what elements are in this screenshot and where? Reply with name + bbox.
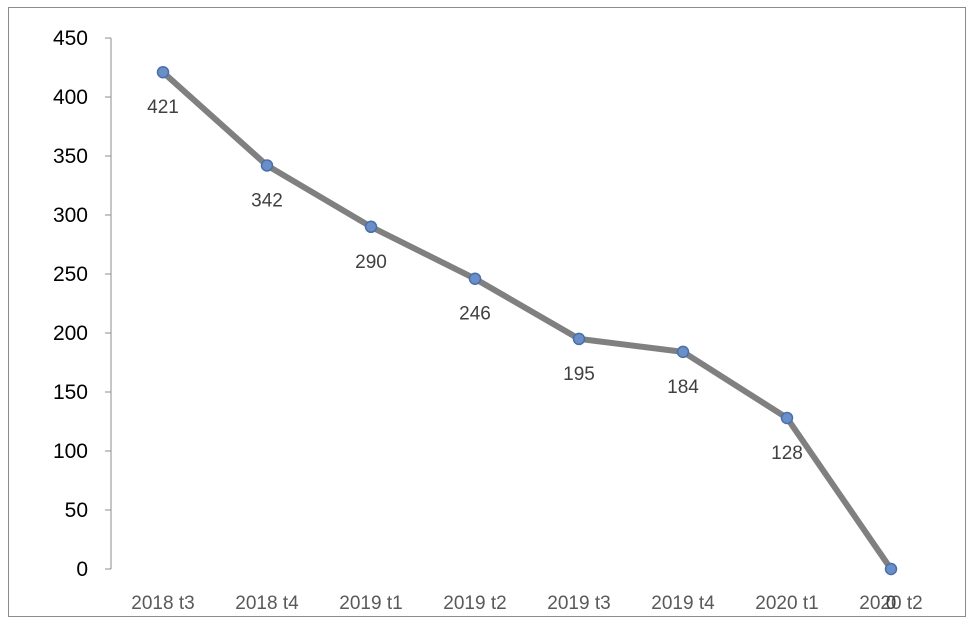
x-category-label: 2020 t2: [859, 593, 922, 614]
data-label: 184: [667, 377, 699, 398]
data-label: 128: [771, 443, 803, 464]
y-tick-label: 0: [76, 558, 88, 581]
y-tick-label: 150: [53, 381, 88, 404]
data-label: 0: [886, 593, 897, 614]
data-point: [572, 332, 586, 346]
y-tick-label: 100: [53, 440, 88, 463]
x-category-label: 2018 t3: [131, 593, 194, 614]
data-point: [364, 220, 378, 234]
y-tick-label: 250: [53, 263, 88, 286]
x-category-label: 2019 t2: [443, 593, 506, 614]
data-label: 246: [459, 304, 491, 325]
data-label: 195: [563, 364, 595, 385]
data-point: [260, 159, 274, 172]
y-axis: 0 50 100 150 200 250 300 350 400 450: [53, 27, 112, 581]
x-category-label: 2018 t4: [235, 593, 299, 614]
y-tick-label: 300: [53, 204, 88, 227]
data-labels-layer: 421 342 290 246 195 184 128 0: [147, 97, 896, 614]
data-point: [156, 65, 170, 79]
series-layer: [156, 65, 898, 576]
data-point: [884, 562, 898, 576]
y-tick-label: 50: [65, 499, 88, 522]
x-category-label: 2019 t1: [339, 593, 402, 614]
data-point: [780, 411, 794, 425]
x-category-label: 2019 t3: [547, 593, 610, 614]
x-category-label: 2020 t1: [755, 593, 818, 614]
series-line: [160, 69, 894, 572]
y-tick-label: 200: [53, 322, 88, 345]
chart-frame: [8, 7, 966, 617]
data-label: 290: [355, 252, 387, 273]
y-tick-label: 400: [53, 86, 88, 109]
y-tick-label: 350: [53, 145, 88, 168]
y-tick-label: 450: [53, 27, 88, 50]
x-category-label: 2019 t4: [651, 593, 715, 614]
data-label: 421: [147, 97, 179, 118]
data-label: 342: [251, 190, 283, 211]
data-point: [676, 345, 690, 359]
x-axis: 2018 t3 2018 t4 2019 t1 2019 t2 2019 t3 2019 …: [131, 593, 922, 614]
data-point: [468, 272, 482, 285]
